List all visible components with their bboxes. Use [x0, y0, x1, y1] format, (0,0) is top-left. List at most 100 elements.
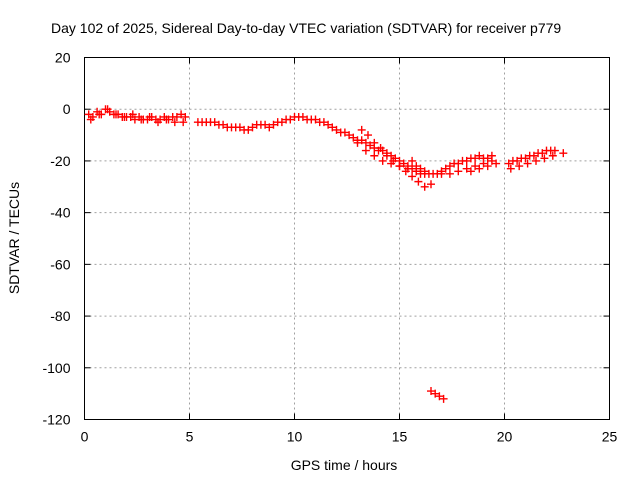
data-point: [170, 118, 179, 127]
x-tick-label: 5: [186, 429, 194, 445]
data-point: [462, 164, 471, 173]
data-point: [311, 115, 320, 124]
data-point: [95, 110, 104, 119]
data-point: [506, 164, 515, 173]
x-tick-label: 10: [287, 429, 303, 445]
data-point: [244, 125, 253, 134]
data-point: [523, 159, 532, 168]
axis-ticks: [84, 57, 610, 420]
data-point: [445, 162, 454, 171]
data-point: [471, 162, 480, 171]
data-point: [112, 110, 120, 119]
data-point: [328, 123, 337, 132]
data-point: [462, 156, 471, 165]
data-point: [466, 167, 475, 176]
data-point: [454, 159, 463, 168]
x-tick-label: 15: [392, 429, 408, 445]
data-point: [366, 141, 375, 150]
data-point: [84, 110, 93, 119]
data-point: [177, 110, 186, 119]
data-point: [128, 110, 137, 119]
data-point: [529, 151, 538, 160]
data-point: [513, 156, 522, 165]
data-point: [357, 125, 366, 134]
data-point: [475, 151, 484, 160]
data-point: [154, 118, 162, 127]
data-point: [471, 154, 480, 163]
data-point: [395, 162, 404, 171]
data-point: [521, 154, 530, 163]
x-axis-label: GPS time / hours: [291, 457, 398, 473]
data-point: [492, 159, 501, 168]
data-point: [408, 172, 417, 181]
data-point: [361, 146, 370, 155]
data-point: [319, 118, 328, 127]
data-point: [261, 120, 270, 129]
tick-labels: 0 5 10 15 20 25 20 0 -20 -40 -60 -80 -100 -120: [42, 50, 617, 445]
y-tick-label: 20: [55, 50, 71, 66]
data-point: [340, 128, 349, 137]
data-point: [286, 115, 295, 124]
data-point: [414, 177, 423, 186]
data-point: [370, 138, 379, 147]
data-point: [353, 138, 362, 147]
data-point: [137, 115, 146, 124]
data-point: [454, 167, 463, 176]
data-point: [357, 136, 366, 145]
data-point: [420, 182, 429, 191]
data-point: [437, 169, 446, 178]
data-point: [172, 112, 181, 121]
x-tick-label: 20: [497, 429, 513, 445]
data-point: [532, 156, 540, 165]
data-point: [435, 392, 444, 401]
y-tick-label: -100: [42, 360, 70, 376]
data-point: [431, 389, 440, 398]
data-point: [179, 118, 188, 127]
data-point: [364, 131, 372, 140]
data-point: [487, 156, 496, 165]
y-tick-label: -120: [42, 412, 70, 428]
data-point: [378, 156, 387, 165]
data-point: [445, 169, 454, 178]
data-point: [504, 159, 513, 168]
grid: [84, 57, 610, 420]
data-point: [441, 164, 450, 173]
data-point: [515, 162, 524, 171]
data-point: [416, 164, 425, 173]
data-point: [349, 133, 358, 142]
data-point: [120, 112, 129, 121]
data-point: [210, 118, 219, 127]
data-point: [540, 154, 549, 163]
data-point: [559, 149, 568, 158]
x-tick-label: 0: [81, 429, 89, 445]
data-point: [361, 138, 370, 147]
chart-title: Day 102 of 2025, Sidereal Day-to-day VTE…: [51, 20, 561, 36]
data-point: [269, 120, 278, 129]
data-point: [324, 120, 333, 129]
plot-frame: [84, 57, 610, 420]
data-point: [370, 151, 379, 160]
data-point: [439, 394, 448, 403]
data-point: [248, 123, 257, 132]
data-point: [548, 151, 557, 160]
data-point: [219, 120, 228, 129]
data-points: [84, 105, 568, 403]
data-point: [145, 112, 154, 121]
data-point: [475, 164, 484, 173]
data-point: [483, 162, 492, 171]
data-point: [550, 146, 559, 155]
data-point: [403, 164, 412, 173]
data-point: [427, 387, 435, 396]
data-point: [387, 159, 396, 168]
y-tick-label: -20: [50, 153, 70, 169]
data-point: [376, 144, 385, 152]
data-point: [86, 115, 95, 124]
data-point: [298, 112, 307, 121]
data-point: [332, 125, 341, 134]
data-point: [235, 123, 244, 132]
data-point: [420, 167, 429, 176]
y-axis-label: SDTVAR / TECUs: [6, 182, 22, 294]
y-tick-label: 0: [63, 101, 71, 117]
data-point: [427, 180, 435, 189]
